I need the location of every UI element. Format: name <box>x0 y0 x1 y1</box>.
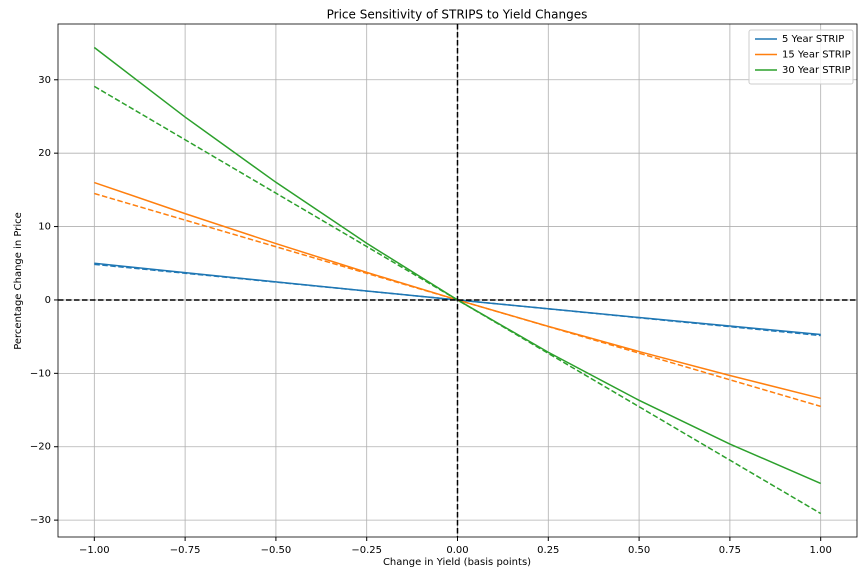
x-tick-label: −0.75 <box>170 545 201 556</box>
y-tick-label: 0 <box>45 295 51 306</box>
y-tick-label: 30 <box>38 75 51 86</box>
x-tick-label: 0.00 <box>446 545 468 556</box>
y-tick-label: 20 <box>38 148 51 159</box>
y-tick-label: −30 <box>30 515 51 526</box>
y-tick-label: −20 <box>30 442 51 453</box>
x-tick-label: 0.25 <box>537 545 559 556</box>
y-tick-label: 10 <box>38 222 51 233</box>
x-tick-label: −0.25 <box>351 545 382 556</box>
x-tick-label: 0.75 <box>719 545 741 556</box>
y-axis-label: Percentage Change in Price <box>13 212 24 350</box>
chart-title: Price Sensitivity of STRIPS to Yield Cha… <box>327 8 588 22</box>
x-tick-label: −1.00 <box>79 545 110 556</box>
legend-label: 5 Year STRIP <box>782 34 844 45</box>
x-tick-label: 0.50 <box>628 545 650 556</box>
y-tick-label: −10 <box>30 368 51 379</box>
x-tick-label: 1.00 <box>810 545 832 556</box>
x-tick-label: −0.50 <box>261 545 292 556</box>
legend-label: 15 Year STRIP <box>782 50 851 61</box>
plot-frame <box>57 23 858 538</box>
x-axis-label: Change in Yield (basis points) <box>383 557 531 568</box>
legend-label: 30 Year STRIP <box>782 65 851 76</box>
